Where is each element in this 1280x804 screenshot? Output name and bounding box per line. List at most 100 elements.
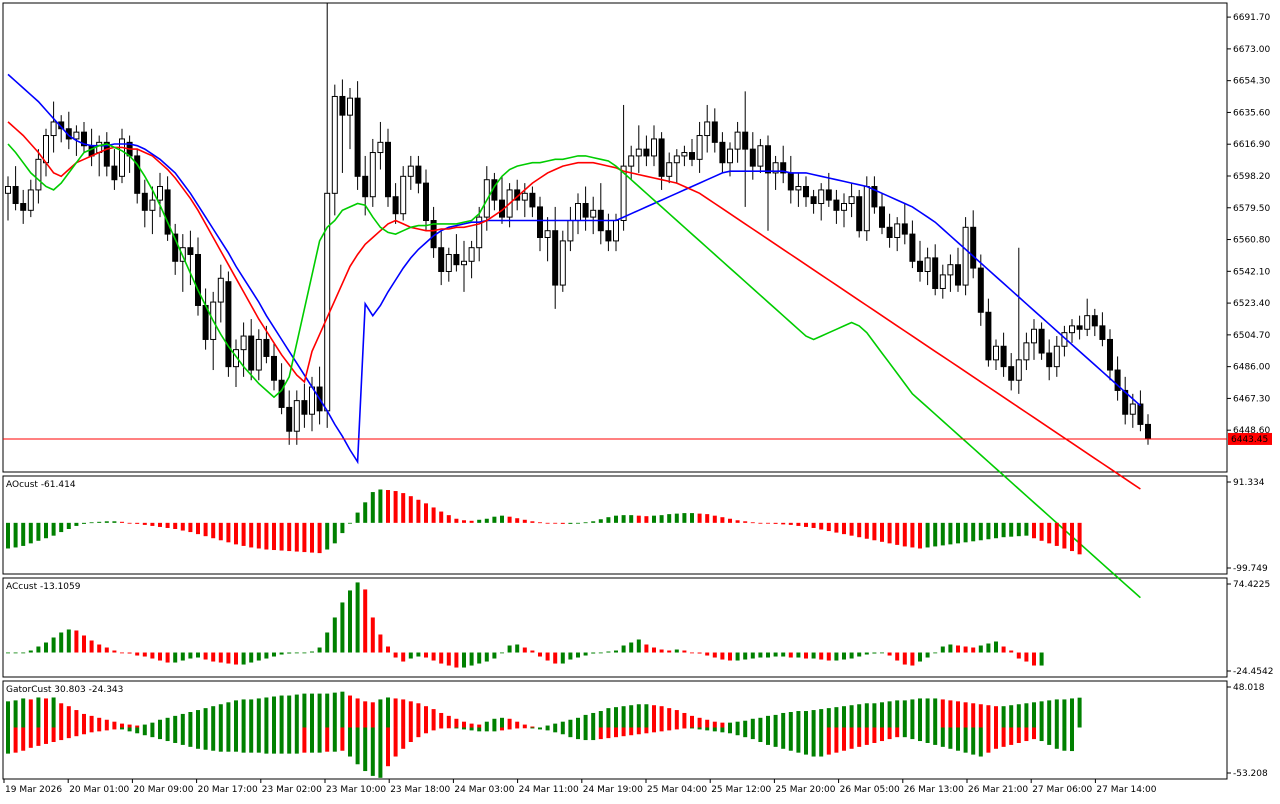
- gator-lower-bar: [826, 727, 831, 755]
- ao-bar: [1070, 522, 1074, 552]
- candle: [1038, 322, 1045, 360]
- ac-bar: [629, 642, 634, 653]
- candle: [635, 125, 642, 173]
- gator-upper-bar: [370, 702, 375, 728]
- candle: [1000, 332, 1007, 377]
- candle: [255, 329, 262, 381]
- candle: [134, 149, 141, 204]
- gator-lower-bar: [424, 727, 428, 734]
- ao-y-tick-label: 91.334: [1233, 478, 1265, 488]
- gator-lower-bar: [614, 727, 618, 738]
- ac-bar: [758, 652, 763, 658]
- ao-bar: [120, 521, 124, 523]
- candle: [818, 183, 825, 221]
- ao-bar: [887, 522, 892, 544]
- ao-bar: [477, 519, 482, 523]
- gator-upper-bar: [1070, 698, 1074, 728]
- ao-bar: [804, 522, 808, 527]
- gator-upper-bar: [1032, 702, 1036, 728]
- ao-bar: [401, 493, 406, 523]
- ac-bar: [834, 652, 839, 661]
- ac-bar: [796, 652, 801, 658]
- ao-bar: [104, 521, 109, 523]
- gator-lower-bar: [89, 727, 94, 733]
- ac-bar: [994, 641, 998, 653]
- candle-body-bear: [742, 131, 749, 150]
- candle-body-bull: [119, 138, 125, 177]
- candle-body-bull: [924, 257, 931, 272]
- ac-bar: [560, 652, 565, 664]
- gator-lower-bar: [758, 727, 763, 743]
- gator-upper-bar: [188, 711, 193, 728]
- ac-bar: [545, 652, 550, 661]
- ao-bar: [462, 520, 466, 523]
- gator-y-tick-label: 48.018: [1233, 683, 1265, 693]
- ao-bar: [355, 512, 360, 523]
- candle-body-bull: [962, 226, 969, 286]
- gator-panel[interactable]: GatorCust 30.803 -24.343: [6, 685, 1082, 778]
- candle: [400, 166, 407, 221]
- candle-body-bull: [233, 349, 239, 368]
- ac-bar: [1016, 652, 1021, 659]
- candle: [43, 128, 49, 177]
- gator-lower-bar: [743, 727, 748, 738]
- gator-upper-bar: [287, 695, 292, 728]
- price-panel[interactable]: [3, 3, 1227, 599]
- ac-bar: [553, 652, 558, 664]
- x-tick-label: 24 Mar 19:00: [583, 785, 643, 795]
- ao-panel[interactable]: AOcust -61.414: [6, 480, 1082, 555]
- gator-upper-bar: [165, 717, 170, 728]
- gator-lower-bar: [940, 727, 945, 747]
- ac-bar: [89, 640, 94, 653]
- gator-lower-bar: [553, 727, 558, 733]
- ac-panel[interactable]: ACcust -13.1059: [6, 582, 1044, 668]
- gator-upper-bar: [826, 708, 831, 728]
- gator-lower-bar: [849, 727, 854, 749]
- candle: [962, 217, 969, 296]
- ac-bar: [492, 652, 497, 659]
- gator-lower-bar: [644, 727, 649, 734]
- candle: [1145, 414, 1151, 445]
- gator-lower-bar: [872, 727, 877, 743]
- candle-body-bear: [932, 257, 939, 289]
- gator-lower-bar: [978, 727, 983, 757]
- price-y-tick-label: 6598.20: [1233, 172, 1270, 182]
- ac-bar: [196, 652, 200, 658]
- ac-bar: [13, 652, 18, 654]
- current-price-label: 6443.45: [1231, 435, 1268, 445]
- gator-lower-bar: [591, 727, 596, 741]
- ao-bar: [1016, 522, 1021, 537]
- candle-body-bear: [643, 148, 650, 157]
- ao-bar: [956, 522, 960, 544]
- ao-bar: [234, 522, 238, 545]
- gator-lower-bar: [621, 727, 626, 737]
- ao-bar: [614, 515, 618, 523]
- gator-upper-bar: [325, 693, 330, 728]
- ac-bar: [59, 632, 64, 653]
- candle: [993, 339, 999, 371]
- candle: [901, 203, 908, 245]
- gator-upper-bar: [44, 698, 48, 728]
- gator-upper-bar: [226, 702, 231, 728]
- candle: [438, 230, 445, 286]
- ao-bar: [1001, 522, 1006, 538]
- gator-upper-bar: [887, 701, 892, 728]
- ac-bar: [872, 652, 877, 654]
- ac-bar: [348, 590, 352, 653]
- ac-bar: [500, 652, 504, 654]
- gator-label: GatorCust 30.803 -24.343: [6, 685, 123, 695]
- candle: [385, 128, 391, 207]
- candle-body-bull: [217, 277, 224, 303]
- candle-body-bull: [483, 179, 490, 218]
- ac-bar: [735, 652, 740, 661]
- ac-bar: [576, 652, 580, 658]
- x-tick-label: 26 Mar 05:00: [840, 785, 900, 795]
- ao-bar: [218, 522, 223, 541]
- gator-upper-bar: [956, 701, 960, 728]
- ao-bar: [659, 515, 664, 523]
- ac-bar: [180, 652, 185, 661]
- candle-body-bear: [392, 196, 399, 215]
- ao-bar: [28, 522, 33, 544]
